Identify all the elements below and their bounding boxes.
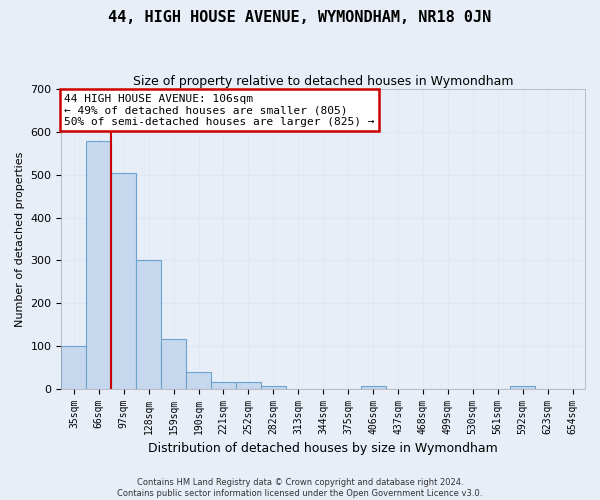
- Bar: [111, 172, 136, 388]
- Bar: [211, 382, 236, 388]
- Bar: [236, 382, 261, 388]
- Bar: [186, 372, 211, 388]
- Bar: [86, 140, 111, 388]
- Bar: [361, 386, 386, 388]
- Bar: [510, 386, 535, 388]
- X-axis label: Distribution of detached houses by size in Wymondham: Distribution of detached houses by size …: [148, 442, 498, 455]
- Text: 44, HIGH HOUSE AVENUE, WYMONDHAM, NR18 0JN: 44, HIGH HOUSE AVENUE, WYMONDHAM, NR18 0…: [109, 10, 491, 25]
- Bar: [136, 260, 161, 388]
- Title: Size of property relative to detached houses in Wymondham: Size of property relative to detached ho…: [133, 75, 514, 88]
- Text: 44 HIGH HOUSE AVENUE: 106sqm
← 49% of detached houses are smaller (805)
50% of s: 44 HIGH HOUSE AVENUE: 106sqm ← 49% of de…: [64, 94, 374, 127]
- Bar: [261, 386, 286, 388]
- Y-axis label: Number of detached properties: Number of detached properties: [15, 151, 25, 326]
- Text: Contains HM Land Registry data © Crown copyright and database right 2024.
Contai: Contains HM Land Registry data © Crown c…: [118, 478, 482, 498]
- Bar: [61, 346, 86, 389]
- Bar: [161, 340, 186, 388]
